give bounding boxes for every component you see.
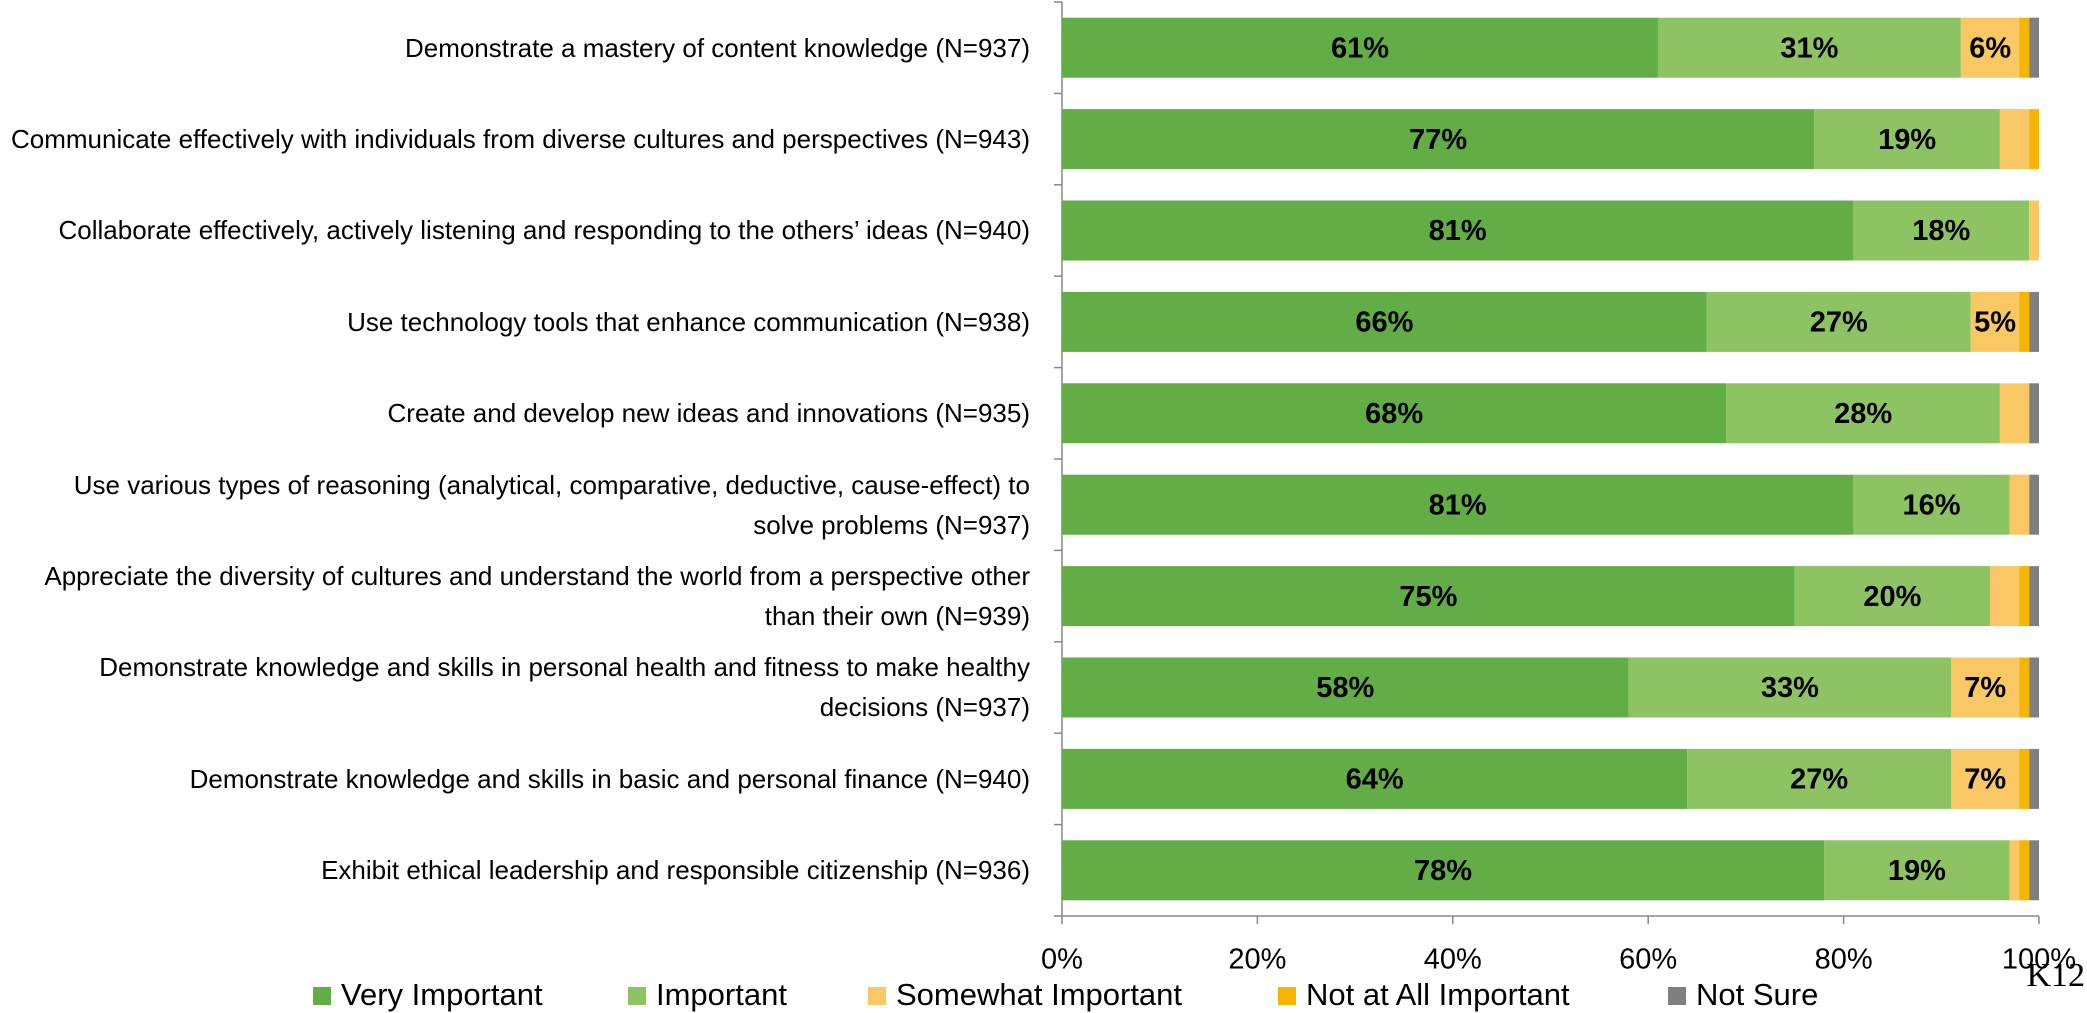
- category-label: Use various types of reasoning (analytic…: [73, 469, 1030, 540]
- bar-segment: [1062, 748, 1688, 809]
- legend-label: Somewhat Important: [896, 977, 1182, 1012]
- annotation: K12: [2026, 957, 2085, 994]
- data-label: 77%: [1409, 124, 1467, 156]
- legend-label: Very Important: [341, 977, 543, 1012]
- bar-segment: [1687, 748, 1952, 809]
- data-label: 66%: [1355, 307, 1413, 339]
- bar-segment: [2009, 840, 2020, 901]
- bar-segment: [1824, 840, 2010, 901]
- legend-label: Not Sure: [1696, 977, 1818, 1012]
- data-label: 31%: [1780, 32, 1838, 64]
- bar-segment: [1726, 383, 2000, 444]
- category-label: Collaborate effectively, actively listen…: [58, 215, 1030, 246]
- bar-segment: [1062, 840, 1825, 901]
- bar-segment: [1999, 383, 2030, 444]
- bar-segment: [1706, 291, 1971, 352]
- bar-segment: [2019, 17, 2030, 78]
- bar-segment: [2019, 291, 2030, 352]
- bar-segment: [1657, 17, 1961, 78]
- legend-swatch: [313, 987, 331, 1005]
- legend-label: Not at All Important: [1306, 977, 1570, 1012]
- legend-swatch: [868, 987, 886, 1005]
- data-label: 18%: [1912, 215, 1970, 247]
- bar-segment: [1062, 17, 1658, 78]
- data-label: 27%: [1790, 764, 1848, 796]
- bar-segment: [1951, 748, 2020, 809]
- data-label: 27%: [1810, 307, 1868, 339]
- legend-swatch: [1668, 987, 1686, 1005]
- bar-segment: [1970, 291, 2020, 352]
- x-tick-label: 20%: [1228, 944, 1286, 976]
- category-label: Demonstrate a mastery of content knowled…: [404, 32, 1030, 63]
- data-label: 7%: [1964, 672, 2006, 704]
- data-label: 6%: [1969, 32, 2011, 64]
- category-label: Use technology tools that enhance commun…: [347, 306, 1030, 337]
- category-label: Appreciate the diversity of cultures and…: [44, 561, 1030, 632]
- category-label: Demonstrate knowledge and skills in basi…: [189, 763, 1030, 794]
- category-label: Communicate effectively with individuals…: [10, 124, 1030, 155]
- data-label: 78%: [1414, 855, 1472, 887]
- bar-segment: [1853, 200, 2030, 261]
- bar-segment: [1853, 474, 2010, 535]
- bar-segment: [1794, 566, 1991, 627]
- data-label: 7%: [1964, 764, 2006, 796]
- bar-segment: [2019, 657, 2030, 718]
- bar-segment: [2019, 840, 2030, 901]
- bar-segment: [1062, 383, 1727, 444]
- bar-segment: [2029, 291, 2039, 352]
- data-label: 33%: [1761, 672, 1819, 704]
- bar-segment: [2029, 840, 2039, 901]
- bar-segment: [1062, 109, 1815, 170]
- bar-segment: [2029, 657, 2039, 718]
- bar-segment: [2029, 383, 2039, 444]
- bar-segment: [1960, 17, 2020, 78]
- x-tick-label: 0%: [1041, 944, 1083, 976]
- data-label: 19%: [1888, 855, 1946, 887]
- data-label: 28%: [1834, 398, 1892, 430]
- bar-segment: [2029, 17, 2039, 78]
- data-label: 81%: [1429, 489, 1487, 521]
- bar-segment: [2029, 748, 2039, 809]
- legend-swatch: [628, 987, 646, 1005]
- bar-segment: [1062, 474, 1854, 535]
- bar-segment: [1951, 657, 2020, 718]
- data-label: 75%: [1399, 581, 1457, 613]
- data-label: 58%: [1316, 672, 1374, 704]
- data-label: 20%: [1863, 581, 1921, 613]
- bar-segment: [2019, 748, 2030, 809]
- bar-segment: [2009, 474, 2030, 535]
- bar-segment: [1628, 657, 1952, 718]
- data-label: 5%: [1974, 307, 2016, 339]
- x-tick-label: 60%: [1619, 944, 1677, 976]
- bar-segment: [1062, 200, 1854, 261]
- x-tick-label: 80%: [1815, 944, 1873, 976]
- data-label: 61%: [1331, 32, 1389, 64]
- category-label: Demonstrate knowledge and skills in pers…: [99, 652, 1030, 723]
- bar-segment: [2029, 109, 2039, 170]
- bar-segment: [2029, 200, 2039, 261]
- bar-segment: [1062, 566, 1795, 627]
- x-tick-label: 100%: [2002, 944, 2076, 976]
- bar-segment: [2029, 474, 2039, 535]
- bar-segment: [1062, 291, 1707, 352]
- category-label: Exhibit ethical leadership and responsib…: [321, 855, 1030, 886]
- legend-label: Important: [656, 977, 787, 1012]
- category-label: Create and develop new ideas and innovat…: [387, 398, 1030, 429]
- x-tick-label: 40%: [1424, 944, 1482, 976]
- data-label: 81%: [1429, 215, 1487, 247]
- bar-segment: [1814, 109, 2000, 170]
- bar-segment: [1999, 109, 2030, 170]
- data-label: 64%: [1346, 764, 1404, 796]
- bar-segment: [2029, 566, 2039, 627]
- bar-segment: [2019, 566, 2030, 627]
- bar-segment: [1062, 657, 1629, 718]
- data-label: 68%: [1365, 398, 1423, 430]
- legend-swatch: [1278, 987, 1296, 1005]
- bar-segment: [1990, 566, 2020, 627]
- data-label: 19%: [1878, 124, 1936, 156]
- data-label: 16%: [1903, 489, 1961, 521]
